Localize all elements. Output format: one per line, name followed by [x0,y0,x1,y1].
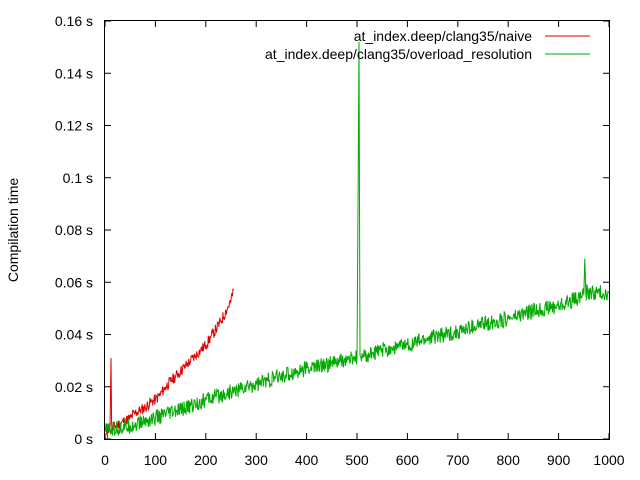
y-tick-label: 0.16 s [55,13,93,29]
y-tick-label: 0 s [74,431,93,447]
legend: at_index.deep/clang35/naive at_index.deep… [265,28,590,62]
y-tick-label: 0.06 s [55,274,93,290]
y-tick-label: 0.04 s [55,327,93,343]
x-tick-label: 600 [396,452,420,468]
legend-label-2: at_index.deep/clang35/overload_resolutio… [265,46,532,62]
x-tick-label: 0 [101,452,109,468]
y-tick-label: 0.02 s [55,379,93,395]
y-tick-label: 0.12 s [55,118,93,134]
plot-frame [104,20,610,440]
y-tick-label: 0.08 s [55,222,93,238]
x-tick-label: 700 [446,452,470,468]
x-tick-label: 800 [497,452,521,468]
x-tick-label: 400 [295,452,319,468]
axis-ticks: 0 100 200 300 400 500 600 700 800 900 1000 0 s 0.02 … [55,13,625,468]
x-tick-label: 100 [144,452,168,468]
x-tick-label: 900 [547,452,571,468]
y-axis-label: Compilation time [5,178,21,282]
x-tick-label: 300 [245,452,269,468]
series-line-2 [104,41,610,439]
series-line-1 [104,288,234,437]
series-lines [104,41,610,439]
x-tick-label: 200 [194,452,218,468]
x-tick-label: 500 [345,452,369,468]
legend-label-1: at_index.deep/clang35/naive [354,28,532,44]
y-tick-label: 0.14 s [55,65,93,81]
x-tick-label: 1000 [593,452,624,468]
y-tick-label: 0.1 s [63,170,93,186]
